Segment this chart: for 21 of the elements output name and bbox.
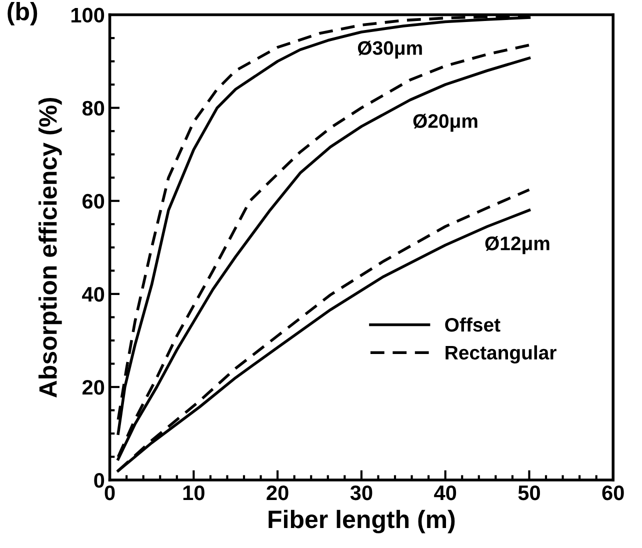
x-tick-label: 0 — [104, 485, 115, 500]
annotation: Ø20μm — [413, 114, 478, 132]
annotation: Ø12μm — [485, 236, 550, 254]
y-axis-title: Absorption efficiency (%) — [38, 98, 62, 398]
annotation: Ø30μm — [358, 40, 422, 59]
x-tick-label: 20 — [266, 485, 288, 500]
y-tick-label: 20 — [82, 380, 104, 395]
y-tick-label: 60 — [82, 194, 104, 209]
y-tick-label: 0 — [94, 473, 104, 488]
legend-label: Rectangular — [446, 345, 556, 364]
x-tick-label: 30 — [350, 485, 372, 500]
chart-title: (b) — [8, 2, 38, 26]
legend-label: Offset — [445, 317, 500, 332]
x-tick-label: 40 — [434, 485, 456, 500]
y-tick-label: 80 — [82, 100, 104, 116]
x-tick-label: 10 — [183, 485, 204, 500]
x-axis-title: Fiber length (m) — [268, 510, 455, 534]
x-tick-label: 50 — [518, 485, 540, 500]
y-tick-label: 100 — [71, 8, 104, 23]
y-tick-label: 40 — [82, 286, 104, 302]
x-tick-label: 60 — [602, 485, 624, 500]
